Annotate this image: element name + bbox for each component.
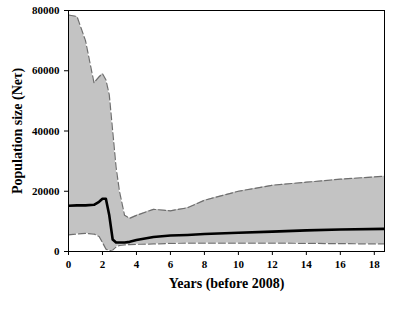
svg-text:18: 18 <box>369 258 381 270</box>
svg-text:12: 12 <box>267 258 279 270</box>
svg-text:Years (before 2008): Years (before 2008) <box>169 276 285 292</box>
svg-text:20000: 20000 <box>32 185 60 197</box>
svg-text:80000: 80000 <box>32 4 60 16</box>
svg-text:8: 8 <box>202 258 208 270</box>
svg-text:2: 2 <box>100 258 106 270</box>
svg-text:0: 0 <box>66 258 72 270</box>
svg-text:6: 6 <box>168 258 174 270</box>
svg-text:10: 10 <box>233 258 245 270</box>
svg-text:0: 0 <box>54 245 60 257</box>
svg-text:4: 4 <box>134 258 140 270</box>
svg-text:16: 16 <box>335 258 347 270</box>
svg-text:14: 14 <box>301 258 313 270</box>
svg-text:Population size (Neτ): Population size (Neτ) <box>10 68 26 195</box>
svg-text:40000: 40000 <box>32 125 60 137</box>
svg-text:60000: 60000 <box>32 64 60 76</box>
